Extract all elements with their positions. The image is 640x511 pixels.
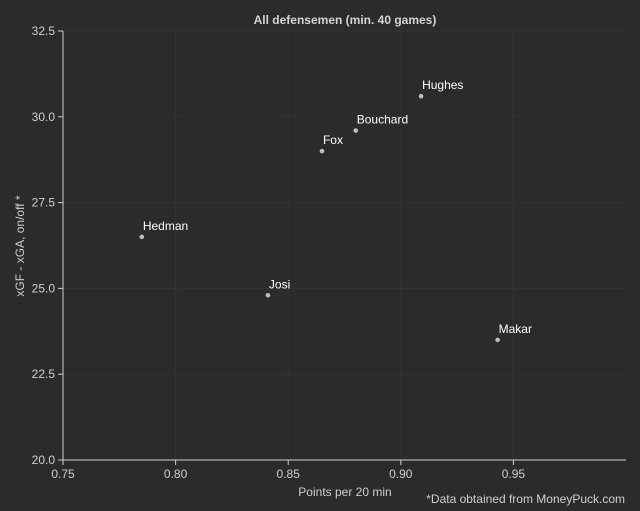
data-point-label: Hughes [422, 78, 463, 92]
data-point-label: Hedman [143, 219, 188, 233]
footnote: *Data obtained from MoneyPuck.com [426, 492, 625, 506]
data-point [353, 128, 359, 133]
data-point [319, 148, 325, 154]
x-tick-label: 0.90 [389, 467, 413, 481]
y-tick-label: 20.0 [32, 453, 56, 467]
x-tick-labels: 0.75 0.80 0.85 0.90 0.95 [51, 460, 525, 481]
y-axis-label: xGF - xGA, on/off * [13, 195, 27, 296]
data-point [418, 93, 424, 99]
y-tick-label: 25.0 [32, 281, 56, 295]
y-tick-labels: 20.0 22.5 25.0 27.5 30.0 32.5 [32, 24, 63, 467]
axes [62, 31, 626, 461]
y-tick-label: 32.5 [32, 24, 56, 38]
data-points: Hughes Bouchard Fox Hedman Josi Makar [139, 78, 532, 343]
x-tick-label: 0.95 [502, 467, 526, 481]
y-tick-label: 22.5 [32, 367, 56, 381]
data-point-label: Josi [269, 277, 290, 291]
data-point [139, 234, 145, 240]
data-point [495, 337, 500, 343]
y-tick-label: 30.0 [32, 110, 56, 124]
chart-title: All defensemen (min. 40 games) [254, 13, 437, 27]
grid-lines [62, 30, 626, 461]
data-point-label: Bouchard [357, 113, 408, 127]
x-tick-label: 0.85 [277, 467, 301, 481]
x-tick-label: 0.75 [51, 467, 75, 481]
y-tick-label: 27.5 [32, 196, 56, 210]
data-point-label: Fox [323, 133, 343, 147]
x-axis-label: Points per 20 min [298, 485, 391, 499]
data-point [265, 292, 271, 298]
data-point-label: Makar [499, 322, 532, 336]
x-tick-label: 0.80 [164, 467, 188, 481]
